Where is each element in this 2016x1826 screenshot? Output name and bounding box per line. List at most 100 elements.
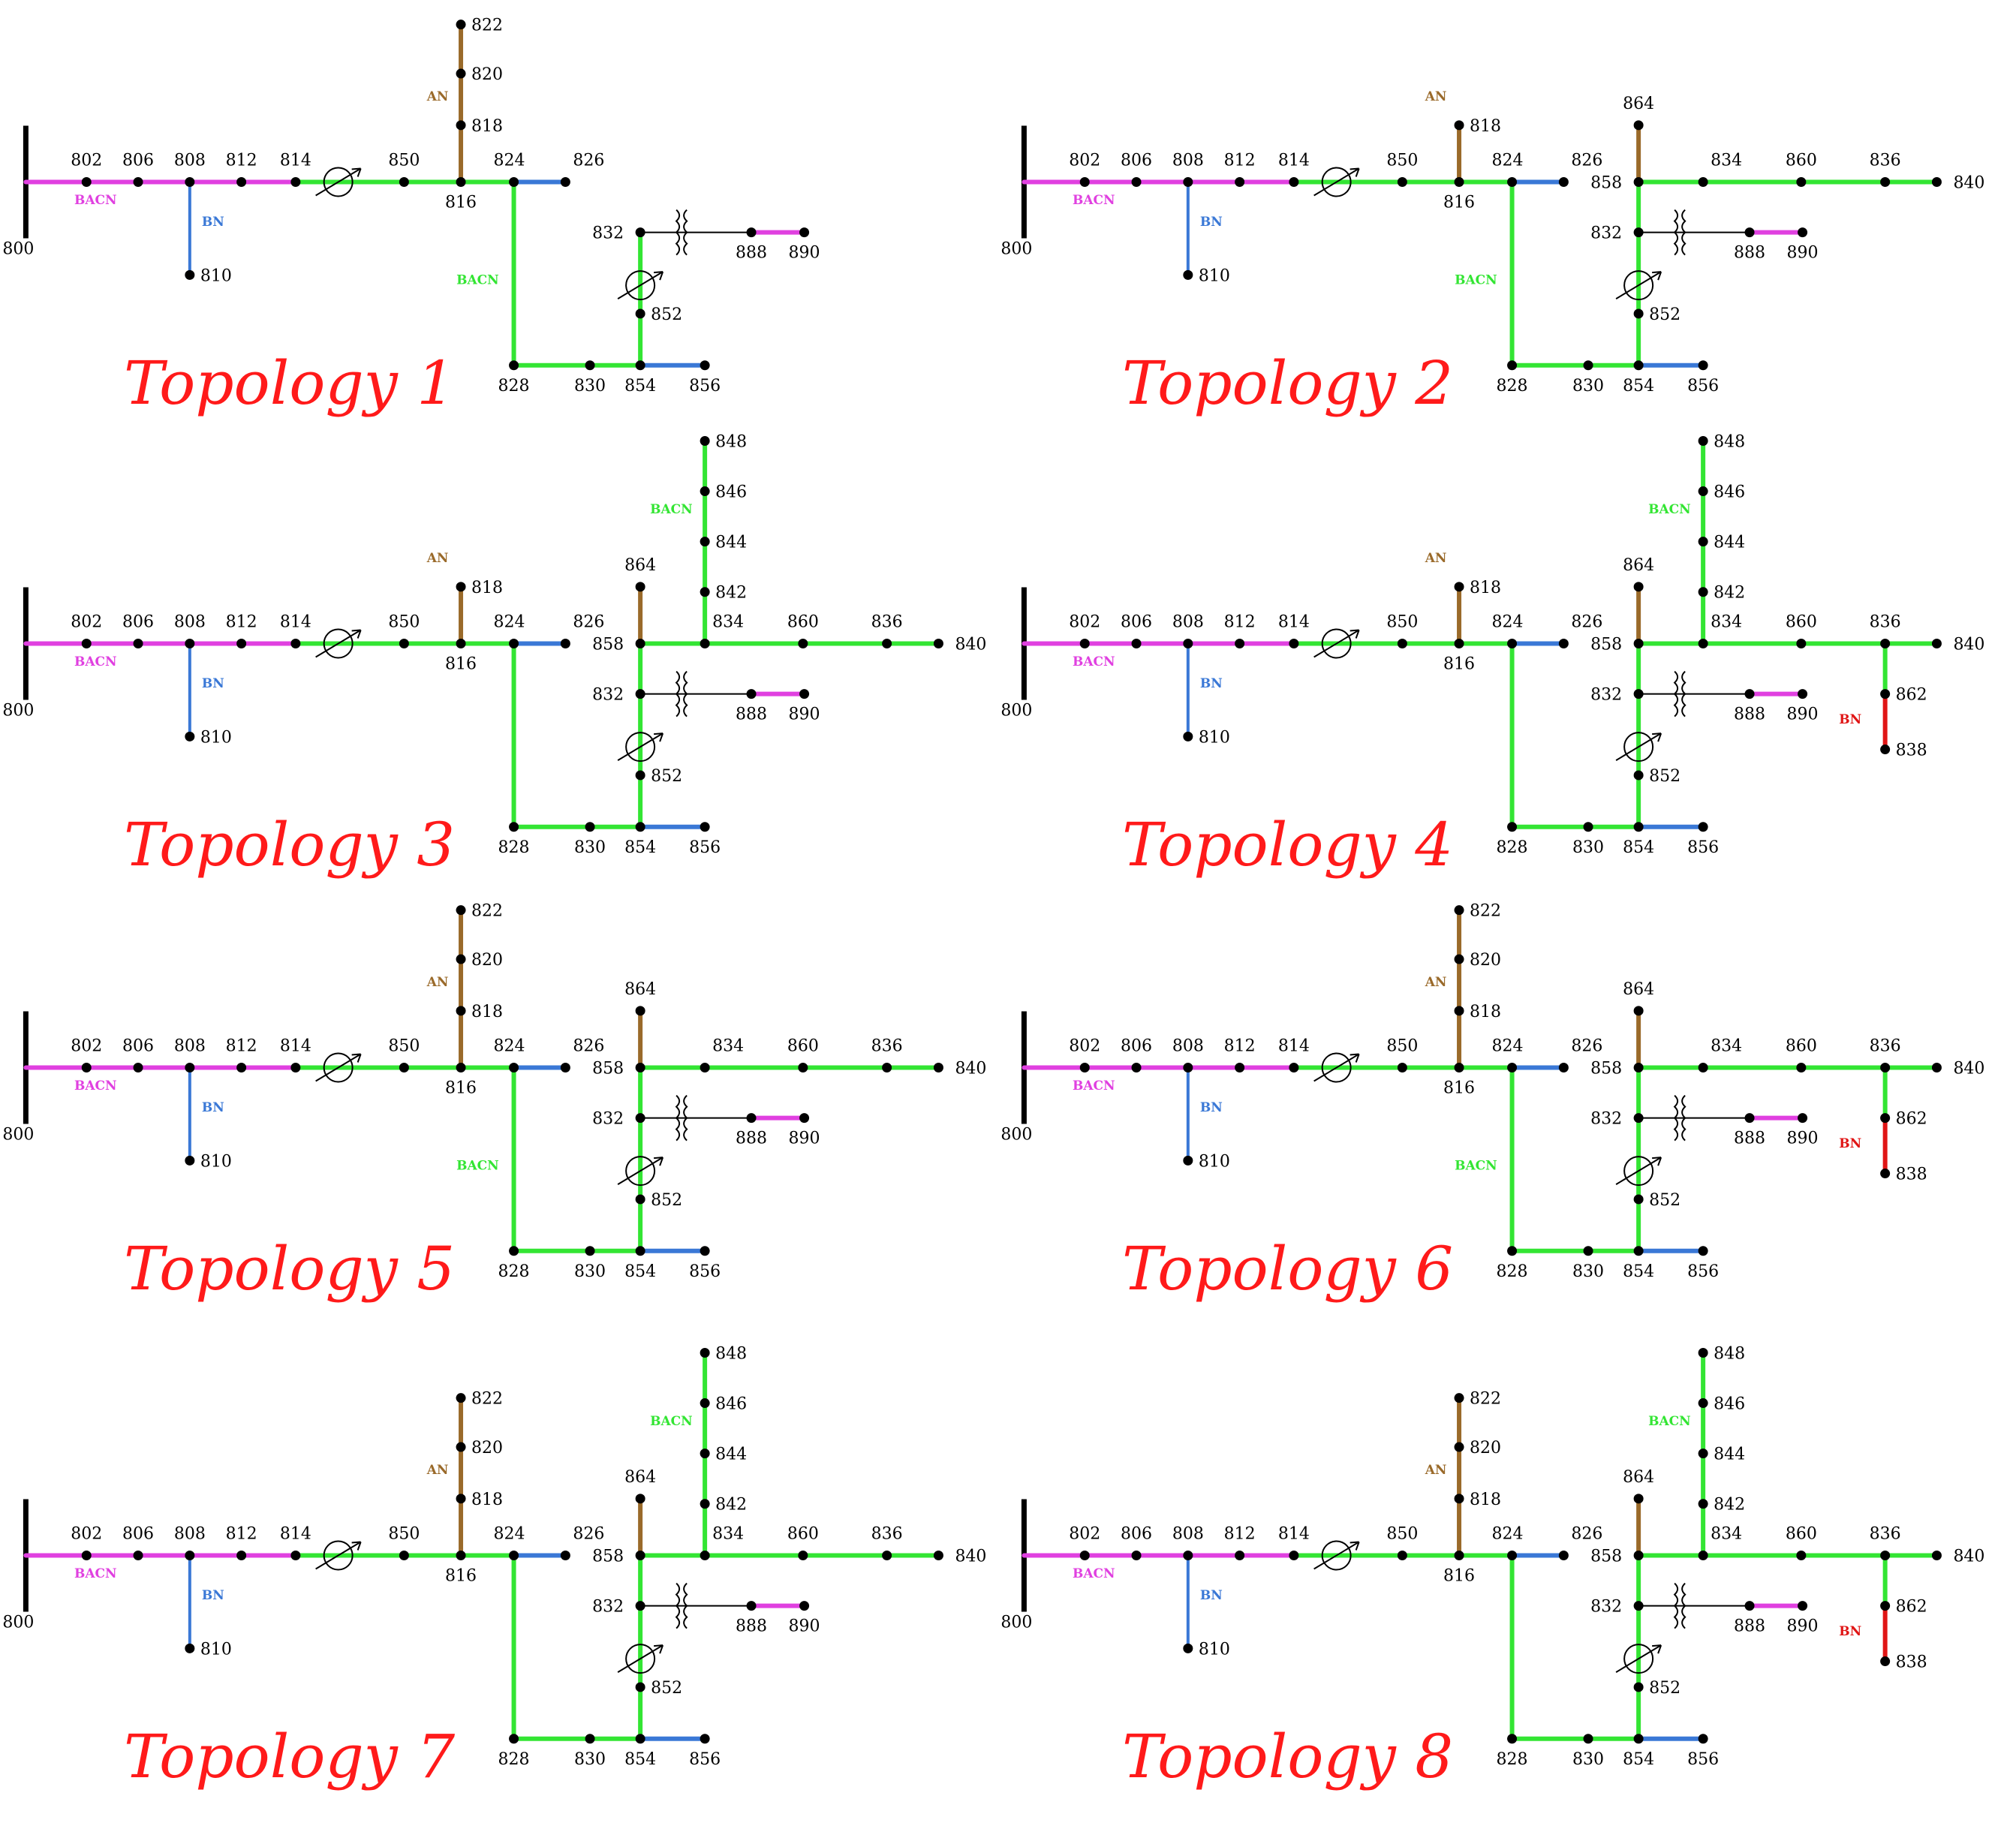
phase-label-bacn-848: BACN <box>650 1414 693 1429</box>
bus-label-828: 828 <box>498 377 530 396</box>
bus-834 <box>1698 1063 1708 1073</box>
bus-label-806: 806 <box>122 152 154 170</box>
bus-808 <box>1183 1551 1193 1561</box>
topology-title: Topology 8 <box>1122 1722 1453 1791</box>
phase-label-bacn-main: BACN <box>1455 1158 1497 1173</box>
bus-label-800: 800 <box>2 1614 34 1632</box>
bus-824 <box>1507 1551 1518 1561</box>
bus-810 <box>1183 269 1193 280</box>
bus-814 <box>290 1551 301 1561</box>
bus-832 <box>635 689 645 699</box>
transformer-coil <box>1673 209 1679 256</box>
topology-title: Topology 4 <box>1122 810 1453 880</box>
bus-858 <box>635 1063 645 1073</box>
topology-title: Topology 2 <box>1122 348 1453 418</box>
regulator-852-832 <box>625 732 656 763</box>
regulator-852-832-arrowhead <box>1652 271 1662 281</box>
bus-810 <box>185 1643 195 1653</box>
bus-860 <box>1796 1551 1807 1561</box>
bus-label-858: 858 <box>1590 1060 1622 1078</box>
bus-822 <box>456 20 466 30</box>
bus-802 <box>81 1551 92 1561</box>
bus-label-860: 860 <box>1786 1525 1817 1544</box>
bus-label-844: 844 <box>715 1445 747 1464</box>
bus-label-812: 812 <box>1224 1037 1256 1056</box>
bus-label-854: 854 <box>1623 1750 1654 1769</box>
bus-label-806: 806 <box>122 1037 154 1056</box>
regulator-852-832-arrow <box>617 1644 663 1673</box>
bus-832 <box>1633 1113 1644 1124</box>
regulator-814-850-arrowhead <box>351 1541 362 1551</box>
bus-label-818: 818 <box>471 117 503 136</box>
phase-label-bacn-main: BACN <box>456 272 499 287</box>
bus-label-836: 836 <box>1870 1037 1901 1056</box>
bus-label-814: 814 <box>1278 1037 1310 1056</box>
transformer-coil <box>1673 1094 1679 1142</box>
bus-label-836: 836 <box>871 613 903 632</box>
topology-panel-3: 800 802 806 808 812 814 850 816 824 826 810 818 828 8… <box>2 432 986 880</box>
transformer-coil <box>683 1582 688 1629</box>
bus-label-838: 838 <box>1896 742 1927 760</box>
bus-840 <box>933 639 943 649</box>
bus-label-890: 890 <box>1787 244 1819 263</box>
bus-854 <box>1633 1246 1644 1256</box>
bus-label-888: 888 <box>736 705 767 724</box>
bus-802 <box>1079 1063 1090 1073</box>
bus-852 <box>1633 1194 1644 1205</box>
bus-806 <box>1131 177 1142 188</box>
bus-label-864: 864 <box>624 556 656 575</box>
regulator-852-832-arrowhead <box>1652 1644 1662 1654</box>
bus-822 <box>1454 905 1464 916</box>
bus-label-850: 850 <box>1386 613 1418 632</box>
bus-856 <box>700 1734 710 1744</box>
phase-label-bacn-lateral: BACN <box>74 1078 117 1093</box>
regulator-814-850 <box>323 1540 354 1571</box>
bus-label-810: 810 <box>200 1152 232 1171</box>
bus-label-806: 806 <box>1121 1525 1152 1544</box>
bus-label-840: 840 <box>1953 1548 1984 1566</box>
bus-label-828: 828 <box>498 1750 530 1769</box>
bus-label-860: 860 <box>1786 152 1817 170</box>
bus-836 <box>1880 639 1891 649</box>
topology-panel-4: 800 802 806 808 812 814 850 816 824 826 810 818 828 8… <box>1000 432 1984 880</box>
transformer-coil <box>683 670 688 717</box>
bus-890 <box>1798 1601 1808 1611</box>
bus-858 <box>635 1551 645 1561</box>
bus-label-854: 854 <box>1623 1262 1654 1281</box>
regulator-852-832 <box>625 270 656 301</box>
bus-label-812: 812 <box>226 613 257 632</box>
regulator-814-850-arrow <box>1313 167 1360 197</box>
bus-890 <box>799 1601 810 1611</box>
bus-856 <box>700 360 710 371</box>
bus-802 <box>1079 639 1090 649</box>
bus-814 <box>1289 177 1299 188</box>
bus-862 <box>1880 1113 1891 1124</box>
bus-label-828: 828 <box>1497 1750 1528 1769</box>
bus-label-890: 890 <box>789 705 820 724</box>
bus-802 <box>81 177 92 188</box>
bus-label-832: 832 <box>592 1110 624 1129</box>
bus-label-812: 812 <box>1224 152 1256 170</box>
bus-808 <box>1183 177 1193 188</box>
bus-838 <box>1880 1169 1891 1179</box>
bus-label-850: 850 <box>388 152 420 170</box>
bus-890 <box>799 1113 810 1124</box>
bus-854 <box>635 822 645 832</box>
bus-label-852: 852 <box>1649 1679 1681 1698</box>
bus-label-864: 864 <box>1623 556 1654 575</box>
bus-820 <box>456 1442 466 1452</box>
bus-label-820: 820 <box>471 1439 503 1457</box>
bus-label-812: 812 <box>226 1037 257 1056</box>
bus-label-840: 840 <box>1953 1060 1984 1078</box>
bus-label-802: 802 <box>1069 1525 1100 1544</box>
bus-label-802: 802 <box>1069 1037 1100 1056</box>
bus-label-860: 860 <box>1786 1037 1817 1056</box>
bus-844 <box>700 537 710 547</box>
bus-label-818: 818 <box>471 1491 503 1509</box>
bus-852 <box>635 1194 645 1205</box>
bus-864 <box>635 1494 645 1504</box>
regulator-852-832-arrowhead <box>654 1644 664 1654</box>
bus-label-854: 854 <box>624 377 656 396</box>
regulator-852-832-arrowhead <box>654 1157 664 1166</box>
